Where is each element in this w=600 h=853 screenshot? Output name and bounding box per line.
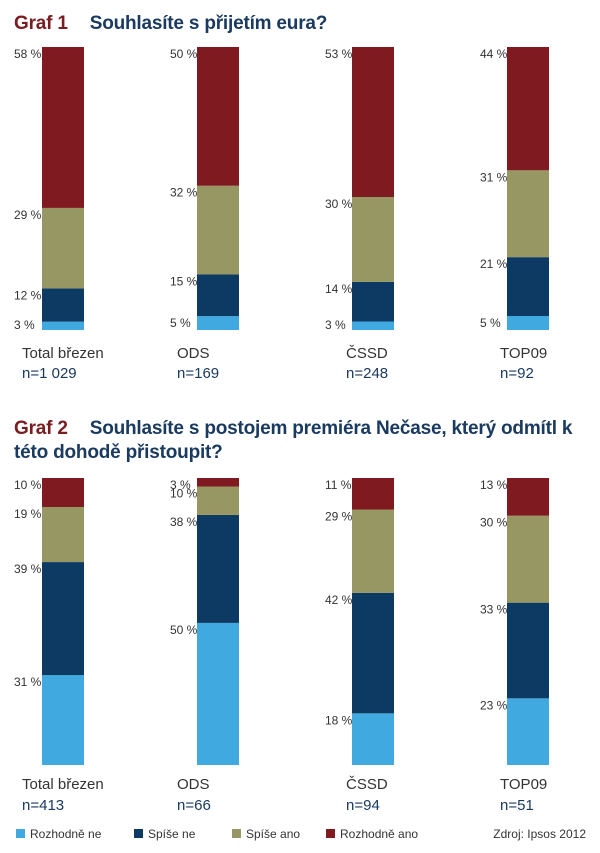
chart1-sample-size: n=169	[177, 365, 219, 382]
chart1-value-label: 50 %	[170, 47, 198, 61]
chart2-bar-4-seg-1	[507, 698, 549, 765]
chart1-bar-4-seg-1	[507, 315, 549, 330]
chart2-bar-2-seg-3	[197, 486, 239, 515]
legend-label-2: Spíše ne	[148, 827, 196, 841]
chart1-bar-3-seg-1	[352, 321, 394, 330]
chart1-bar-1-seg-4	[42, 47, 84, 208]
chart1-value-label: 29 %	[14, 208, 42, 222]
chart1-heading: Graf 1 Souhlasíte s přijetím eura?	[14, 12, 327, 36]
legend-label-4: Rozhodně ano	[340, 827, 418, 841]
chart1-bar-1-seg-3	[42, 207, 84, 289]
chart1-value-label: 15 %	[170, 275, 198, 289]
chart2-value-label: 50 %	[170, 623, 198, 637]
chart2-bar-3-seg-2	[352, 592, 394, 714]
chart1-category-label: TOP09	[500, 345, 547, 362]
chart1-value-label: 58 %	[14, 47, 42, 61]
chart1-value-label: 44 %	[480, 47, 508, 61]
chart2-value-label: 30 %	[480, 516, 508, 530]
chart1-value-label: 21 %	[480, 257, 508, 271]
chart2-bar-3-seg-4	[352, 478, 394, 510]
chart2-title: Souhlasíte s postojem premiéra Nečase, k…	[14, 418, 573, 463]
chart2-bar-4-seg-2	[507, 602, 549, 699]
legend-label-3: Spíše ano	[246, 827, 300, 841]
chart2-bar-2-seg-4	[197, 478, 239, 487]
chart2-category-label: ODS	[177, 776, 210, 793]
chart2-bar-1-seg-3	[42, 506, 84, 563]
chart2-bar-2-seg-2	[197, 514, 239, 623]
chart1-value-label: 31 %	[480, 170, 508, 184]
chart2-sample-size: n=66	[177, 797, 211, 814]
chart2-value-label: 11 %	[325, 478, 352, 492]
chart2-bar-3-seg-1	[352, 713, 394, 765]
chart2-value-label: 29 %	[325, 510, 353, 524]
chart2-value-label: 10 %	[14, 478, 42, 492]
legend-swatch-3	[232, 829, 241, 838]
chart2-value-label: 39 %	[14, 562, 42, 576]
chart2-value-label: 18 %	[325, 713, 353, 727]
chart1-bar-2-seg-2	[197, 274, 239, 317]
chart2-bar-2-seg-1	[197, 622, 239, 765]
chart2-value-label: 3 %	[170, 478, 191, 492]
chart2-bar-4-seg-4	[507, 478, 549, 516]
chart1-bar-4-seg-2	[507, 257, 549, 316]
chart1-bar-2-seg-3	[197, 185, 239, 275]
chart2-label: Graf 2	[14, 418, 68, 439]
chart2-value-label: 13 %	[480, 478, 508, 492]
chart1-sample-size: n=1 029	[22, 365, 77, 382]
chart2-sample-size: n=94	[346, 797, 380, 814]
chart1-value-label: 53 %	[325, 47, 353, 61]
chart2-bar-1-seg-2	[42, 562, 84, 676]
chart2-value-label: 31 %	[14, 675, 42, 689]
chart1-value-label: 5 %	[480, 316, 501, 330]
chart2-bar-1-seg-1	[42, 675, 84, 765]
chart1-bar-3-seg-2	[352, 281, 394, 322]
chart1-value-label: 12 %	[14, 288, 42, 302]
chart1-label: Graf 1	[14, 13, 68, 34]
chart2-bar-3-seg-3	[352, 509, 394, 593]
chart1-bar-2-seg-4	[197, 47, 239, 186]
chart2-value-label: 10 %	[170, 487, 198, 501]
chart2-bar-4-seg-3	[507, 515, 549, 603]
chart1-category-label: ODS	[177, 345, 210, 362]
chart2-category-label: Total březen	[22, 776, 104, 793]
chart2-value-label: 38 %	[170, 515, 198, 529]
chart1-category-label: Total březen	[22, 345, 104, 362]
chart1-value-label: 3 %	[325, 318, 346, 332]
chart1-bar-2-seg-1	[197, 316, 239, 330]
chart1-bar-4-seg-4	[507, 47, 549, 171]
legend-label-1: Rozhodně ne	[30, 827, 102, 841]
chart1-sample-size: n=248	[346, 365, 388, 382]
legend-swatch-1	[16, 829, 25, 838]
chart2-value-label: 23 %	[480, 698, 508, 712]
chart1-bar-3-seg-3	[352, 196, 394, 282]
chart2-bar-1-seg-4	[42, 478, 84, 507]
chart1-value-label: 30 %	[325, 197, 353, 211]
chart1-value-label: 5 %	[170, 316, 191, 330]
legend-swatch-4	[326, 829, 335, 838]
chart1-bar-1-seg-2	[42, 288, 84, 322]
chart1-sample-size: n=92	[500, 365, 534, 382]
chart2-value-label: 33 %	[480, 603, 508, 617]
chart2-sample-size: n=413	[22, 797, 64, 814]
chart2-value-label: 19 %	[14, 507, 42, 521]
legend-swatch-2	[134, 829, 143, 838]
chart2-sample-size: n=51	[500, 797, 534, 814]
chart1-bar-4-seg-3	[507, 170, 549, 258]
chart1-value-label: 3 %	[14, 318, 35, 332]
chart2-category-label: TOP09	[500, 776, 547, 793]
chart2-category-label: ČSSD	[346, 776, 388, 793]
chart1-value-label: 14 %	[325, 282, 353, 296]
chart1-category-label: ČSSD	[346, 345, 388, 362]
chart2-heading: Graf 2 Souhlasíte s postojem premiéra Neč…	[14, 417, 594, 465]
chart1-title: Souhlasíte s přijetím eura?	[89, 13, 328, 34]
chart1-bar-1-seg-1	[42, 321, 84, 330]
chart1-bar-3-seg-4	[352, 47, 394, 197]
chart2-value-label: 42 %	[325, 593, 353, 607]
source-note: Zdroj: Ipsos 2012	[493, 827, 586, 841]
chart1-value-label: 32 %	[170, 186, 198, 200]
